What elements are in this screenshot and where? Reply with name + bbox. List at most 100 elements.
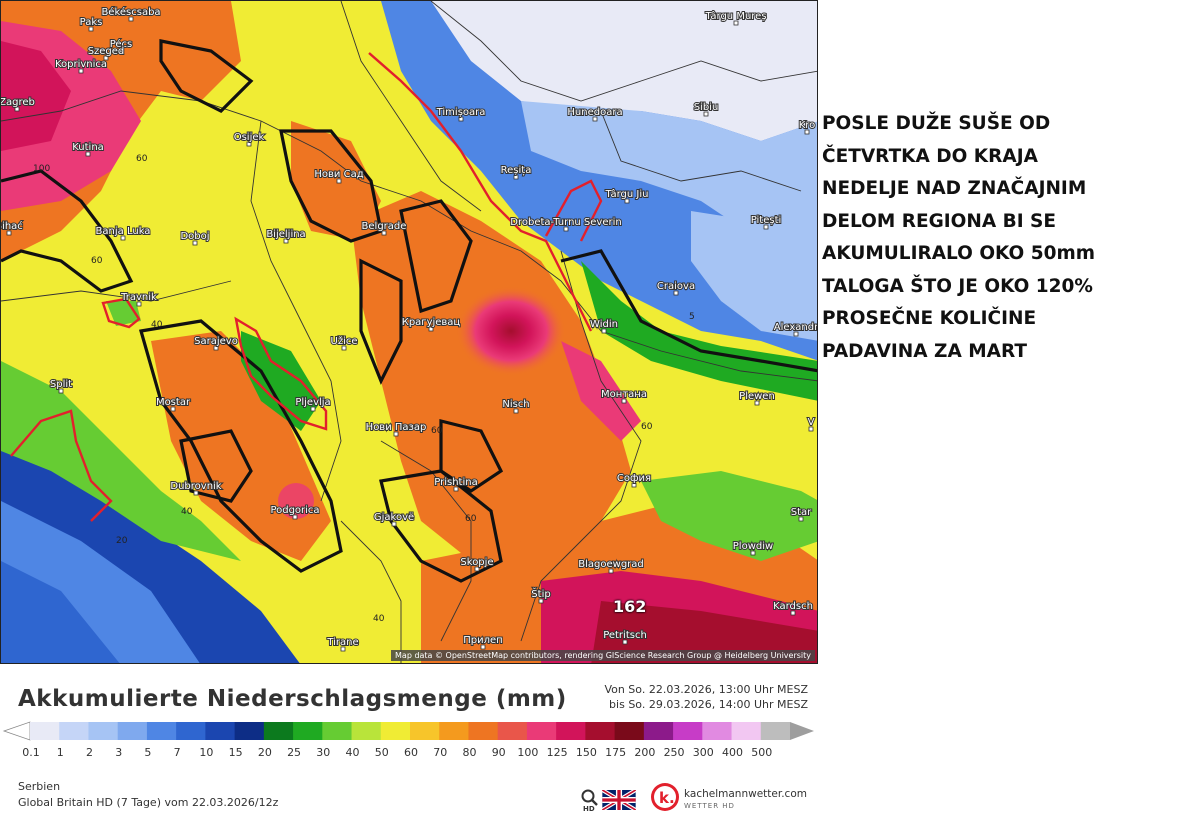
place-marker: [103, 55, 109, 61]
place-label: Reșița: [501, 165, 532, 176]
place-marker: [170, 406, 176, 412]
place-label: Craiova: [657, 281, 695, 292]
place-label: Paks: [80, 17, 103, 28]
place-marker: [601, 328, 607, 334]
legend-swatch: [410, 722, 440, 740]
legend-tick-label: 400: [722, 746, 744, 759]
isoline-value-label: 60: [431, 426, 443, 436]
svg-text:k.: k.: [659, 789, 675, 807]
place-label: Užice: [331, 335, 358, 347]
place-marker: [538, 598, 544, 604]
place-label: Hunedoara: [567, 107, 622, 118]
place-marker: [798, 516, 804, 522]
place-label: Târgu Mureș: [704, 10, 766, 22]
hd-label: HD: [583, 805, 595, 812]
place-label: София: [617, 473, 651, 484]
precipitation-map: Pécs Paks Békéscsaba Szeged Koprivnica Zagreb…: [0, 0, 818, 664]
place-label: Blagoewgrad: [578, 559, 644, 570]
legend-tick-label: 200: [634, 746, 656, 759]
isoline-value-label: 40: [373, 614, 385, 624]
place-label: Târgu Jiu: [605, 188, 649, 200]
isoline-value-label: 5: [689, 312, 695, 322]
forecast-annotation: POSLE DUŽE SUŠE OD ČETVRTKA DO KRAJA NED…: [822, 113, 1096, 362]
legend-tick-label: 60: [404, 746, 418, 759]
place-marker: [790, 610, 796, 616]
place-marker: [58, 388, 64, 394]
legend-tick-label: 25: [287, 746, 302, 759]
legend-tick-label: 2: [85, 746, 93, 759]
legend-period: Von So. 22.03.2026, 13:00 Uhr MESZ bis S…: [604, 682, 808, 712]
place-label: Skopje: [460, 557, 493, 568]
place-marker: [381, 230, 387, 236]
place-marker: [428, 326, 434, 332]
place-label: Podgorica: [270, 505, 319, 516]
model-run-label: Global Britain HD (7 Tage) vom 22.03.202…: [18, 796, 279, 809]
place-marker: [393, 431, 399, 437]
isoline-value-label: 40: [181, 507, 193, 517]
legend-swatch: [117, 722, 148, 740]
isoline-value-label: 60: [136, 154, 148, 164]
place-label: Békéscsaba: [101, 6, 160, 18]
place-label: Star: [791, 507, 812, 518]
legend-tick-label: 0.1: [22, 746, 40, 759]
legend-swatch: [322, 722, 353, 740]
place-marker: [513, 174, 519, 180]
place-marker: [624, 198, 630, 204]
legend-tick-label: 7: [173, 746, 181, 759]
legend-swatch: [497, 722, 528, 740]
legend-swatch: [293, 722, 323, 740]
place-label: Prishtina: [434, 477, 477, 488]
kachelmann-logo-icon[interactable]: k.: [650, 782, 680, 812]
place-marker: [78, 68, 84, 74]
isoline-value-label: 20: [116, 536, 128, 546]
place-marker: [136, 301, 142, 307]
legend-tick-label: 300: [692, 746, 714, 759]
place-label: Štip: [531, 587, 550, 600]
place-marker: [128, 16, 134, 22]
place-label: Koprivnica: [55, 59, 107, 70]
place-marker: [474, 566, 480, 572]
legend-swatch: [526, 722, 557, 740]
place-marker: [14, 106, 20, 112]
legend-swatch: [702, 722, 733, 740]
place-label: Нови Сад: [314, 169, 363, 180]
brand-name: kachelmannwetter.com: [684, 788, 807, 800]
place-label: Крагујевац: [402, 316, 461, 328]
legend-tick-label: 250: [663, 746, 685, 759]
place-label: Widin: [590, 319, 618, 330]
place-marker: [804, 129, 810, 135]
isoline-value-label: 40: [151, 320, 163, 330]
region-label: Serbien: [18, 780, 61, 793]
isoline-labels: 100 60 60 40 60 60 40 20 60 40 5: [33, 154, 695, 624]
legend-tick-label: 1: [56, 746, 64, 759]
place-marker: [246, 141, 252, 147]
place-label: Kutina: [72, 142, 104, 153]
place-label: Timișoara: [436, 107, 486, 118]
uk-flag-icon[interactable]: [602, 790, 636, 810]
place-label: Doboj: [180, 231, 209, 242]
place-marker: [754, 400, 760, 406]
place-label: Kro: [799, 120, 816, 131]
place-marker: [292, 514, 298, 520]
place-marker: [703, 111, 709, 117]
brand-subtitle: WETTER HD: [684, 802, 735, 810]
legend-tick-label: 5: [144, 746, 152, 759]
place-marker: [340, 646, 346, 652]
place-label: Bijeljina: [266, 229, 305, 240]
isoline-60: [1, 39, 817, 583]
legend-arrow-left: [2, 721, 31, 741]
place-marker: [563, 226, 569, 232]
highlight-outlines: [10, 52, 603, 522]
place-marker: [763, 224, 769, 230]
place-label: Plewen: [739, 391, 775, 402]
legend-swatch: [468, 722, 499, 740]
legend-arrow-right: [790, 722, 814, 740]
brand-link[interactable]: kachelmannwetter.com WETTER HD: [684, 788, 807, 812]
place-label: Pljevlja: [295, 397, 330, 408]
legend-swatch: [234, 722, 265, 740]
hd-search-icon[interactable]: HD: [580, 788, 600, 812]
place-label: Petritsch: [603, 630, 647, 641]
map-credit: Map data © OpenStreetMap contributors, r…: [391, 650, 815, 661]
place-label: Drobeta-Turnu Severin: [510, 217, 621, 228]
